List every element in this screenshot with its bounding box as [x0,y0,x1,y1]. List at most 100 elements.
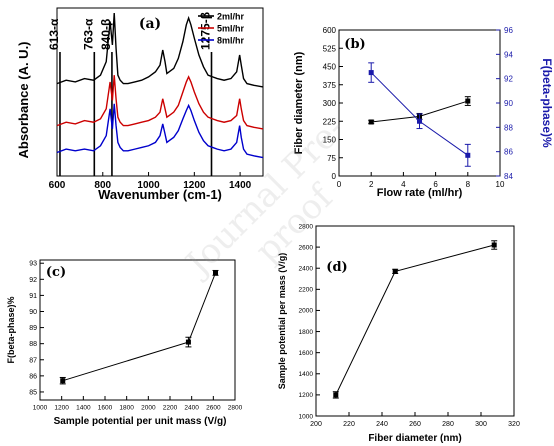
panel-c-x-tick-label: 2600 [206,405,221,412]
panel-b-label: (b) [344,37,365,52]
panel-d-x-tick-label: 320 [508,421,520,428]
panel-b-left-y-tick-label: 75 [327,154,336,163]
panel-d-x-axis-label: Fiber diameter (nm) [368,433,461,444]
panel-d-data-point [333,392,339,398]
panel-b-flow-rate: 0 2 4 6 8 10 0 75 150 225 300 375 450 525 600 84 86 88 90 9… [293,26,554,199]
panel-c-y-tick-label: 91 [29,293,37,300]
panel-a-x-tick-label: 1200 [183,180,206,191]
panel-b-right-y-tick-label: 86 [504,148,513,157]
spectrum-line [56,75,264,130]
panel-c-y-tick-label: 85 [29,389,37,396]
panel-c-x-tick-label: 1400 [76,405,91,412]
panel-c-y-tick-label: 86 [29,373,37,380]
panel-d-y-tick-label: 1000 [299,413,314,420]
legend-label: 8ml/hr [217,36,245,46]
panel-b-data-point [417,118,422,124]
panel-c-beta-phase: 1000 1200 1400 1600 1800 2000 2200 2400 2600 2800… [6,259,243,427]
panel-d-label: (d) [326,260,347,275]
panel-b-left-y-tick-label: 300 [323,99,337,108]
panel-d-x-tick-label: 300 [475,421,487,428]
panel-c-x-tick-label: 2000 [141,405,156,412]
panel-a-x-tick-label: 1000 [137,180,160,191]
panel-a-label: (a) [139,16,161,32]
panel-b-data-point [368,119,374,125]
peak-marker-label: 613-α [47,18,61,50]
spectrum-line [56,103,264,159]
panel-b-left-y-tick-label: 150 [323,136,337,145]
panel-d-y-tick-label: 1200 [299,392,314,399]
panel-b-x-tick-label: 6 [433,180,438,189]
panel-b-x-tick-label: 2 [369,180,374,189]
panel-b-left-y-tick-label: 600 [323,26,337,35]
panel-d-series-line [335,244,495,396]
panel-c-y-tick-label: 89 [29,325,37,332]
panel-b-left-y-tick-label: 0 [332,172,337,181]
panel-d-y-tick-label: 2200 [299,287,314,294]
peak-marker-label: 1275-β [199,12,213,50]
panel-b-x-tick-label: 4 [401,180,406,189]
panel-c-series-line [62,272,216,382]
panel-b-data-point [465,98,471,104]
panel-d-x-tick-label: 200 [310,421,322,428]
panel-d-y-tick-label: 2000 [299,308,314,315]
panel-d-x-tick-label: 280 [442,421,454,428]
panel-a-x-tick-label: 600 [49,180,66,191]
panel-b-x-tick-label: 8 [466,180,471,189]
panel-c-data-point [185,339,191,345]
panel-b-left-y-tick-label: 375 [323,81,337,90]
panel-b-right-y-tick-label: 94 [504,50,513,59]
panel-b-data-point [368,70,374,76]
panel-b-x-tick-label: 0 [337,180,342,189]
panel-c-y-tick-label: 92 [29,277,37,284]
panel-c-x-axis-label: Sample potential per unit mass (V/g) [54,416,227,427]
plot-frame [56,7,264,177]
panel-a-x-axis-label: Wavenumber (cm-1) [98,187,222,202]
panel-d-y-tick-label: 2600 [299,244,314,251]
legend-label: 2ml/hr [217,12,245,22]
panel-d-x-tick-label: 240 [376,421,388,428]
panel-b-right-axis-label: F(beta-phase)% [540,58,554,148]
plot-frame [315,225,515,417]
panel-b-x-tick-label: 10 [496,180,505,189]
spectrum-line [56,12,264,88]
panel-b-right-y-tick-label: 96 [504,26,513,35]
panel-d-y-axis-label: Sample potential per mass (V/g) [277,253,287,390]
panel-d-y-tick-label: 1400 [299,371,314,378]
panel-d-y-tick-label: 2400 [299,265,314,272]
panel-b-data-point [465,152,471,158]
panel-c-y-tick-label: 93 [29,261,37,268]
panel-c-data-point [60,378,66,384]
legend-label: 5ml/hr [217,24,245,34]
panel-c-x-tick-label: 2400 [184,405,199,412]
panel-c-label: (c) [46,265,66,280]
panel-c-y-axis-label: F(beta-phase)% [6,296,16,363]
panel-b-left-axis-label: Fiber diameter (nm) [293,51,305,154]
panel-c-x-tick-label: 1200 [54,405,69,412]
peak-marker-label: 763-α [81,18,95,50]
panel-c-data-point [213,270,218,276]
panel-c-x-tick-label: 1600 [98,405,113,412]
panel-c-y-tick-label: 87 [29,357,37,364]
panel-a-y-axis-label: Absorbance (A. U.) [16,41,31,158]
panel-a-x-tick-label: 1400 [229,180,252,191]
panel-d-data-point [491,242,497,248]
panel-c-y-tick-label: 88 [29,341,37,348]
panel-d-data-point [392,268,398,274]
panel-b-x-axis-label: Flow rate (ml/hr) [377,187,463,199]
panel-c-x-tick-label: 1000 [33,405,48,412]
panel-c-y-tick-label: 90 [29,309,37,316]
panel-d-x-tick-label: 220 [343,421,355,428]
panel-b-right-y-tick-label: 88 [504,123,513,132]
panel-d-y-tick-label: 1600 [299,350,314,357]
panel-b-right-y-tick-label: 92 [504,75,513,84]
panel-c-x-tick-label: 2200 [163,405,178,412]
panel-a-x-tick-label: 800 [94,180,111,191]
panel-c-x-tick-label: 1800 [119,405,134,412]
panel-b-right-y-tick-label: 84 [504,172,513,181]
panel-b-left-y-tick-label: 225 [323,117,337,126]
panel-d-potential: 200 220 240 260 280 300 320 1000 1200 1400 1600 180… [277,223,520,444]
panel-d-y-tick-label: 2800 [299,223,314,230]
panel-d-y-tick-label: 1800 [299,329,314,336]
